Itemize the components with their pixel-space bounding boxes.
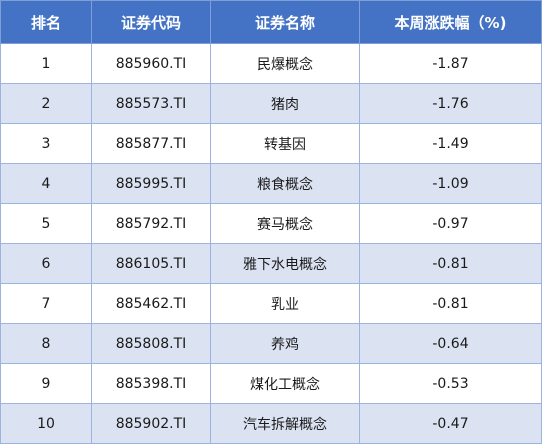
cell-change: -0.81: [359, 283, 542, 324]
cell-rank: 8: [0, 323, 92, 364]
table-row[interactable]: 2 885573.TI 猪肉 -1.76: [0, 83, 542, 124]
cell-change: -1.09: [359, 163, 542, 204]
cell-code: 885573.TI: [91, 83, 211, 124]
cell-change: -0.81: [359, 243, 542, 284]
cell-name: 猪肉: [210, 83, 360, 124]
cell-change: -1.49: [359, 123, 542, 164]
cell-code: 885902.TI: [91, 403, 211, 444]
cell-code: 885808.TI: [91, 323, 211, 364]
cell-change: -0.97: [359, 203, 542, 244]
table-row[interactable]: 3 885877.TI 转基因 -1.49: [0, 123, 542, 164]
cell-change: -0.47: [359, 403, 542, 444]
cell-name: 赛马概念: [210, 203, 360, 244]
cell-rank: 5: [0, 203, 92, 244]
table-row[interactable]: 4 885995.TI 粮食概念 -1.09: [0, 163, 542, 204]
cell-change: -1.87: [359, 43, 542, 84]
cell-rank: 4: [0, 163, 92, 204]
cell-name: 粮食概念: [210, 163, 360, 204]
cell-code: 885792.TI: [91, 203, 211, 244]
header-change[interactable]: 本周涨跌幅（%): [359, 0, 542, 44]
table-header: 排名 证券代码 证券名称 本周涨跌幅（%): [0, 0, 542, 44]
cell-change: -0.64: [359, 323, 542, 364]
cell-name: 雅下水电概念: [210, 243, 360, 284]
table-row[interactable]: 7 885462.TI 乳业 -0.81: [0, 283, 542, 324]
cell-code: 886105.TI: [91, 243, 211, 284]
cell-code: 885995.TI: [91, 163, 211, 204]
cell-code: 885462.TI: [91, 283, 211, 324]
table-row[interactable]: 5 885792.TI 赛马概念 -0.97: [0, 203, 542, 244]
cell-name: 煤化工概念: [210, 363, 360, 404]
header-name[interactable]: 证券名称: [210, 0, 360, 44]
cell-rank: 1: [0, 43, 92, 84]
table-row[interactable]: 1 885960.TI 民爆概念 -1.87: [0, 43, 542, 84]
cell-name: 汽车拆解概念: [210, 403, 360, 444]
table-row[interactable]: 8 885808.TI 养鸡 -0.64: [0, 323, 542, 364]
cell-rank: 7: [0, 283, 92, 324]
header-rank[interactable]: 排名: [0, 0, 92, 44]
cell-name: 民爆概念: [210, 43, 360, 84]
cell-rank: 9: [0, 363, 92, 404]
table-row[interactable]: 9 885398.TI 煤化工概念 -0.53: [0, 363, 542, 404]
table-row[interactable]: 6 886105.TI 雅下水电概念 -0.81: [0, 243, 542, 284]
cell-change: -0.53: [359, 363, 542, 404]
table-row[interactable]: 10 885902.TI 汽车拆解概念 -0.47: [0, 403, 542, 444]
cell-rank: 10: [0, 403, 92, 444]
table-body: 1 885960.TI 民爆概念 -1.87 2 885573.TI 猪肉 -1…: [0, 43, 542, 444]
cell-code: 885398.TI: [91, 363, 211, 404]
cell-name: 养鸡: [210, 323, 360, 364]
cell-name: 转基因: [210, 123, 360, 164]
cell-name: 乳业: [210, 283, 360, 324]
cell-code: 885877.TI: [91, 123, 211, 164]
header-code[interactable]: 证券代码: [91, 0, 211, 44]
cell-code: 885960.TI: [91, 43, 211, 84]
cell-change: -1.76: [359, 83, 542, 124]
cell-rank: 6: [0, 243, 92, 284]
cell-rank: 3: [0, 123, 92, 164]
cell-rank: 2: [0, 83, 92, 124]
header-row: 排名 证券代码 证券名称 本周涨跌幅（%): [0, 0, 542, 44]
